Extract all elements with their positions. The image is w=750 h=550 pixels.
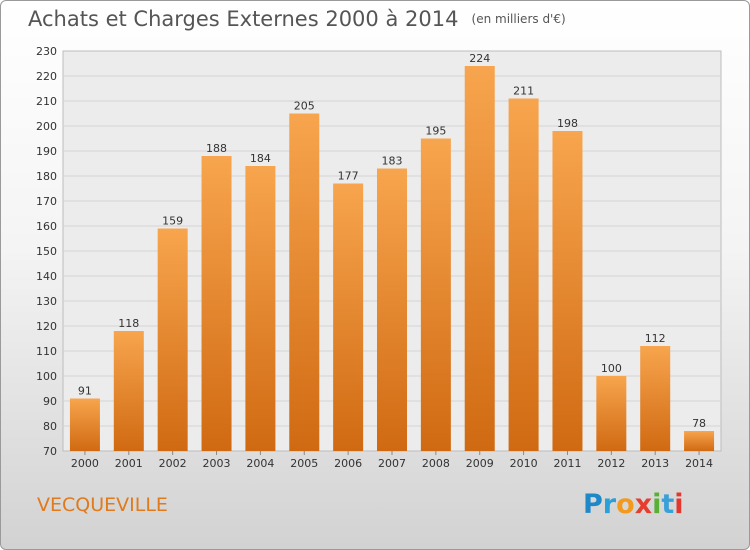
- x-tick-label: 2005: [290, 457, 318, 470]
- bar-value-label: 78: [692, 417, 706, 430]
- y-tick-label: 190: [36, 145, 57, 158]
- y-tick-label: 80: [43, 420, 57, 433]
- x-tick-label: 2014: [685, 457, 713, 470]
- x-tick-label: 2010: [510, 457, 538, 470]
- logo-letter: o: [616, 489, 635, 520]
- commune-name: VECQUEVILLE: [37, 494, 168, 516]
- bar-2004: [245, 166, 276, 451]
- chart-unit: (en milliers d'€): [471, 12, 566, 26]
- bar-2012: [596, 376, 627, 451]
- y-tick-label: 200: [36, 120, 57, 133]
- logo-letter: r: [602, 489, 617, 520]
- bar-2006: [333, 183, 364, 451]
- x-tick-label: 2006: [334, 457, 362, 470]
- x-tick-label: 2002: [159, 457, 187, 470]
- y-tick-label: 220: [36, 70, 57, 83]
- y-tick-label: 120: [36, 320, 57, 333]
- bar-2007: [377, 168, 407, 451]
- logo-letter: i: [674, 489, 684, 520]
- bar-2013: [640, 346, 671, 451]
- y-tick-label: 100: [36, 370, 57, 383]
- bar-2005: [289, 113, 320, 451]
- bar-2003: [201, 156, 232, 451]
- y-tick-label: 110: [36, 345, 57, 358]
- bar-value-label: 100: [601, 362, 622, 375]
- logo-letter: x: [634, 489, 653, 520]
- bar-2008: [420, 138, 451, 451]
- bar-2009: [464, 66, 495, 451]
- y-axis-ticks: 70 80 90 100 110 120 130 140 150 160 170 180 190 200 2…: [36, 45, 57, 458]
- x-tick-label: 2009: [466, 457, 494, 470]
- chart-title-text: Achats et Charges Externes 2000 à 2014: [28, 7, 459, 31]
- bar-value-label: 195: [425, 125, 446, 138]
- bar-value-label: 159: [162, 215, 183, 228]
- x-tick-label: 2012: [597, 457, 625, 470]
- x-tick-label: 2001: [115, 457, 143, 470]
- y-tick-label: 230: [36, 45, 57, 58]
- bar-2001: [113, 331, 144, 451]
- bar-2011: [552, 131, 583, 451]
- x-tick-label: 2003: [203, 457, 231, 470]
- bar-2010: [508, 98, 539, 451]
- logo-letter: P: [583, 489, 603, 520]
- bar-value-label: 188: [206, 142, 227, 155]
- y-tick-label: 70: [43, 445, 57, 458]
- bar-value-label: 118: [118, 317, 139, 330]
- logo-letter: i: [652, 489, 662, 520]
- bar-value-label: 112: [645, 332, 666, 345]
- y-tick-label: 150: [36, 245, 57, 258]
- x-tick-label: 2004: [246, 457, 274, 470]
- bar-2002: [157, 228, 188, 451]
- x-tick-label: 2013: [641, 457, 669, 470]
- y-tick-label: 210: [36, 95, 57, 108]
- bar-value-label: 211: [513, 85, 534, 98]
- bar-value-label: 205: [294, 100, 315, 113]
- y-tick-label: 170: [36, 195, 57, 208]
- y-tick-label: 130: [36, 295, 57, 308]
- bar-value-label: 224: [469, 52, 490, 65]
- logo-letter: t: [661, 489, 675, 520]
- bar-value-label: 183: [382, 155, 403, 168]
- chart-title: Achats et Charges Externes 2000 à 2014 (…: [28, 7, 566, 31]
- y-tick-label: 180: [36, 170, 57, 183]
- bar-2000: [69, 398, 100, 451]
- x-axis-ticks: 2000 2001 2002 2003 2004 2005 2006 2007 2008 2009…: [71, 451, 713, 470]
- x-tick-label: 2000: [71, 457, 99, 470]
- y-tick-label: 90: [43, 395, 57, 408]
- bar-value-label: 198: [557, 117, 578, 130]
- bar-value-label: 184: [250, 152, 271, 165]
- y-tick-label: 160: [36, 220, 57, 233]
- x-tick-label: 2008: [422, 457, 450, 470]
- bar-value-label: 91: [78, 385, 92, 398]
- y-tick-label: 140: [36, 270, 57, 283]
- x-tick-label: 2007: [378, 457, 406, 470]
- proxiti-logo[interactable]: Proxiti: [583, 489, 684, 520]
- bars: 91 118 159 188 184 205 177 183 195 224 211 198 100 11…: [69, 52, 715, 451]
- bar-2014: [684, 431, 715, 451]
- x-tick-label: 2011: [553, 457, 581, 470]
- bar-value-label: 177: [338, 170, 359, 183]
